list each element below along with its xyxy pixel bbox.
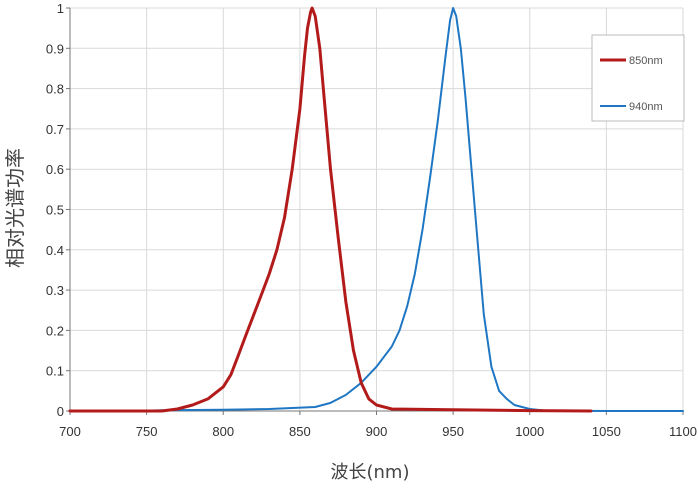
y-tick-label: 0.1 (46, 364, 64, 379)
series (68, 6, 684, 413)
x-tick-label: 700 (59, 424, 81, 439)
x-axis-title: 波长(nm) (331, 462, 410, 483)
y-tick-label: 1 (57, 1, 64, 16)
y-tick-label: 0.2 (46, 323, 64, 338)
y-tick-label: 0 (57, 404, 64, 419)
x-tick-label: 1050 (592, 424, 621, 439)
x-tick-label: 1100 (669, 424, 697, 439)
y-tick-label: 0.8 (46, 82, 64, 97)
y-tick-label: 0.3 (46, 283, 64, 298)
legend: 850nm 940nm (591, 34, 685, 122)
x-tick-label: 1000 (515, 424, 544, 439)
legend-label-940nm: 940nm (629, 101, 663, 113)
y-axis-title: 相对光谱功率 (3, 148, 27, 268)
legend-label-850nm: 850nm (629, 55, 663, 67)
x-tick-label: 800 (212, 424, 234, 439)
tick-labels: 700 750 800 850 900 950 1000 1050 1100 0 0.1 0.2 0.3… (46, 1, 697, 439)
x-tick-label: 900 (366, 424, 388, 439)
series-line-850nm (68, 6, 593, 413)
series-line-940nm (69, 7, 684, 412)
x-tick-label: 850 (289, 424, 311, 439)
y-tick-label: 0.5 (46, 203, 64, 218)
x-tick-label: 750 (136, 424, 158, 439)
x-tick-label: 950 (442, 424, 464, 439)
y-tick-label: 0.7 (46, 122, 64, 137)
y-tick-label: 0.6 (46, 162, 64, 177)
y-tick-label: 0.9 (46, 41, 64, 56)
y-tick-label: 0.4 (46, 243, 64, 258)
